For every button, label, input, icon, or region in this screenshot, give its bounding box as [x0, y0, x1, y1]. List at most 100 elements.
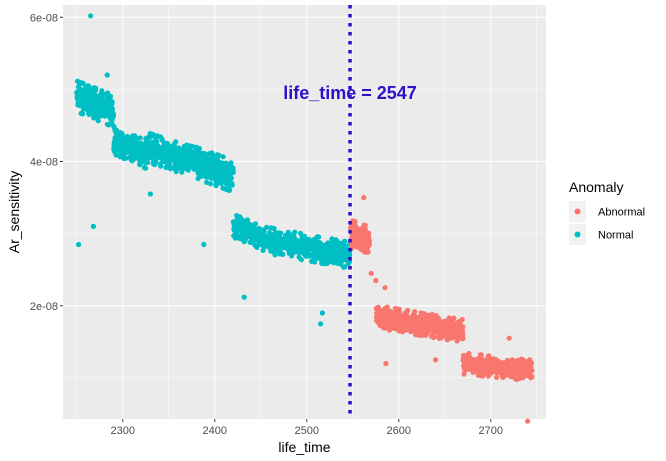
data-point: [282, 234, 289, 240]
data-point: [157, 161, 163, 167]
data-point: [342, 264, 348, 270]
data-point: [302, 239, 308, 245]
data-point: [305, 244, 311, 250]
data-point: [485, 358, 491, 364]
data-point: [145, 138, 151, 144]
data-point: [179, 169, 185, 175]
data-point: [297, 240, 303, 246]
data-point: [117, 154, 123, 160]
data-point: [226, 187, 232, 193]
data-point: [171, 165, 177, 171]
data-point: [241, 294, 247, 300]
data-point: [375, 304, 381, 310]
data-point: [250, 239, 256, 245]
data-point: [423, 326, 429, 332]
data-point: [77, 103, 83, 109]
data-point: [496, 364, 502, 371]
data-point: [446, 315, 452, 321]
data-point: [466, 366, 472, 372]
data-point: [528, 363, 534, 369]
data-point: [244, 219, 250, 225]
data-point: [241, 230, 247, 237]
data-point: [417, 320, 424, 326]
data-point: [87, 101, 93, 107]
series-normal: [74, 13, 353, 327]
data-point: [213, 183, 219, 189]
data-point: [183, 153, 189, 159]
data-point: [138, 141, 145, 147]
data-point: [402, 313, 408, 319]
data-point: [412, 322, 418, 329]
data-point: [204, 179, 210, 185]
data-point: [392, 314, 399, 321]
data-point: [271, 225, 277, 232]
data-point: [349, 243, 355, 249]
data-point: [383, 360, 389, 367]
data-point: [412, 309, 418, 315]
data-point: [337, 254, 343, 260]
data-point: [503, 360, 509, 367]
data-point: [352, 225, 358, 231]
data-point: [475, 369, 481, 375]
data-point: [443, 321, 449, 327]
data-point: [513, 359, 519, 365]
data-point: [451, 334, 457, 340]
x-tick-label: 2600: [387, 425, 411, 437]
data-point: [399, 328, 405, 335]
x-tick-label: 2300: [111, 425, 135, 437]
data-point: [206, 151, 212, 157]
data-point: [138, 159, 144, 166]
data-point: [207, 174, 213, 180]
data-point: [275, 244, 281, 250]
data-point: [145, 159, 151, 166]
data-point: [219, 174, 225, 180]
legend-marker-normal: [574, 231, 581, 238]
data-point: [153, 144, 159, 150]
data-point: [319, 310, 325, 316]
data-point: [455, 319, 461, 325]
data-point: [195, 170, 201, 176]
data-point: [497, 360, 504, 366]
data-point: [111, 124, 117, 130]
x-axis-title: life_time: [278, 439, 330, 455]
data-point: [459, 324, 465, 330]
data-point: [417, 325, 423, 331]
data-point: [211, 156, 217, 162]
data-point: [130, 133, 136, 139]
data-point: [387, 321, 393, 327]
data-point: [190, 155, 197, 161]
data-point: [451, 315, 457, 321]
data-point: [350, 236, 356, 242]
data-point: [488, 363, 494, 369]
data-point: [342, 250, 348, 256]
data-point: [273, 238, 279, 244]
data-point: [240, 220, 246, 226]
data-point: [171, 141, 177, 147]
y-tick-label: 4e-08: [30, 157, 58, 169]
data-point: [417, 330, 423, 336]
data-point: [209, 160, 215, 167]
data-point: [105, 90, 111, 96]
data-point: [361, 195, 367, 201]
data-point: [290, 231, 296, 238]
data-point: [111, 139, 117, 145]
data-point: [176, 145, 182, 151]
y-tick-label: 6e-08: [30, 12, 58, 24]
data-point: [90, 223, 96, 229]
series-abnormal: [348, 195, 535, 424]
data-point: [276, 230, 282, 236]
x-tick-label: 2700: [479, 425, 503, 437]
data-point: [278, 239, 284, 245]
data-point: [137, 152, 143, 158]
data-point: [126, 144, 132, 150]
data-point: [144, 154, 150, 161]
data-point: [78, 80, 84, 86]
data-point: [253, 230, 259, 236]
data-point: [151, 139, 157, 145]
data-point: [473, 365, 479, 371]
data-point: [373, 277, 379, 284]
y-axis-ticks: 2e-08 4e-08 6e-08: [30, 12, 63, 313]
data-point: [272, 232, 278, 238]
data-point: [203, 168, 209, 174]
data-point: [80, 111, 86, 117]
